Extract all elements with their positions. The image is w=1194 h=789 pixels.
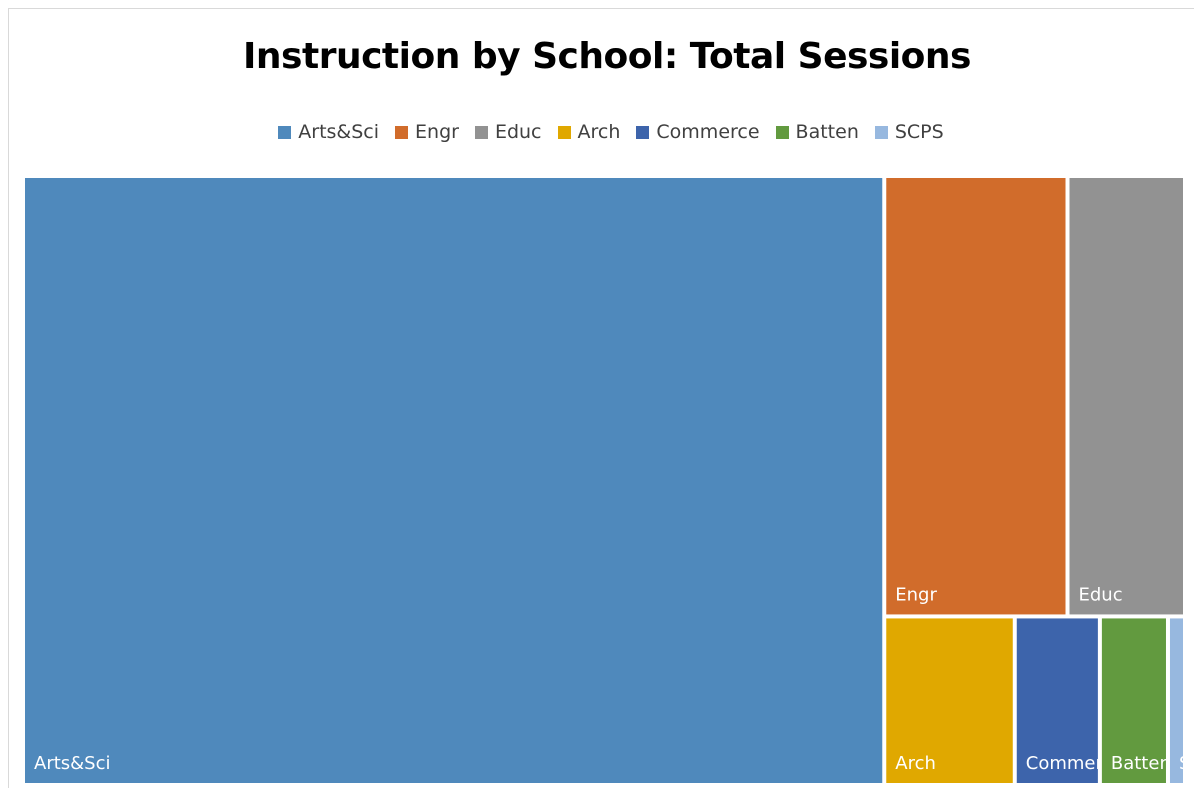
legend-label-arch: Arch xyxy=(577,121,621,143)
legend-swatch-educ xyxy=(474,125,488,139)
treemap-tile-educ[interactable] xyxy=(1069,178,1183,615)
treemap-label-batten: Batten xyxy=(1111,753,1171,774)
legend-item-batten[interactable]: Batten xyxy=(775,121,859,143)
chart-legend: Arts&Sci Engr Educ Arch Commerce Batten SCPS xyxy=(0,121,1194,143)
treemap-label-engr: Engr xyxy=(895,584,937,605)
legend-label-batten: Batten xyxy=(795,121,859,143)
chart-title: Instruction by School: Total Sessions xyxy=(243,36,971,77)
legend-label-engr: Engr xyxy=(415,121,459,143)
legend-item-commerce[interactable]: Commerce xyxy=(636,121,760,143)
treemap-tile-scps[interactable] xyxy=(1169,618,1183,783)
legend-item-scps[interactable]: SCPS xyxy=(874,121,944,143)
treemap-label-educ: Educ xyxy=(1079,584,1123,605)
legend-label-scps: SCPS xyxy=(894,121,944,143)
legend-swatch-scps xyxy=(874,125,888,139)
legend-item-arts-sci[interactable]: Arts&Sci xyxy=(278,121,379,143)
legend-swatch-arch xyxy=(557,125,571,139)
legend-item-arch[interactable]: Arch xyxy=(557,121,621,143)
treemap-tile-arts-sci[interactable] xyxy=(25,178,883,783)
legend-label-educ: Educ xyxy=(494,121,542,143)
treemap-tile-batten[interactable] xyxy=(1101,618,1166,783)
treemap-label-scps: S... xyxy=(1179,753,1194,774)
legend-swatch-batten xyxy=(775,125,789,139)
treemap-label-arch: Arch xyxy=(895,753,936,774)
treemap-tile-engr[interactable] xyxy=(886,178,1066,615)
legend-swatch-arts-sci xyxy=(278,125,292,139)
treemap-label-arts-sci: Arts&Sci xyxy=(34,753,111,774)
treemap-tile-arch[interactable] xyxy=(886,618,1013,783)
legend-label-commerce: Commerce xyxy=(656,121,760,143)
legend-item-engr[interactable]: Engr xyxy=(395,121,459,143)
legend-swatch-engr xyxy=(395,125,409,139)
treemap-tile-commerce[interactable] xyxy=(1016,618,1098,783)
chart-frame xyxy=(8,8,1194,788)
legend-label-arts-sci: Arts&Sci xyxy=(298,121,380,143)
treemap-label-commerce: Commerce xyxy=(1026,753,1124,774)
legend-swatch-commerce xyxy=(636,125,650,139)
legend-item-educ[interactable]: Educ xyxy=(474,121,542,143)
